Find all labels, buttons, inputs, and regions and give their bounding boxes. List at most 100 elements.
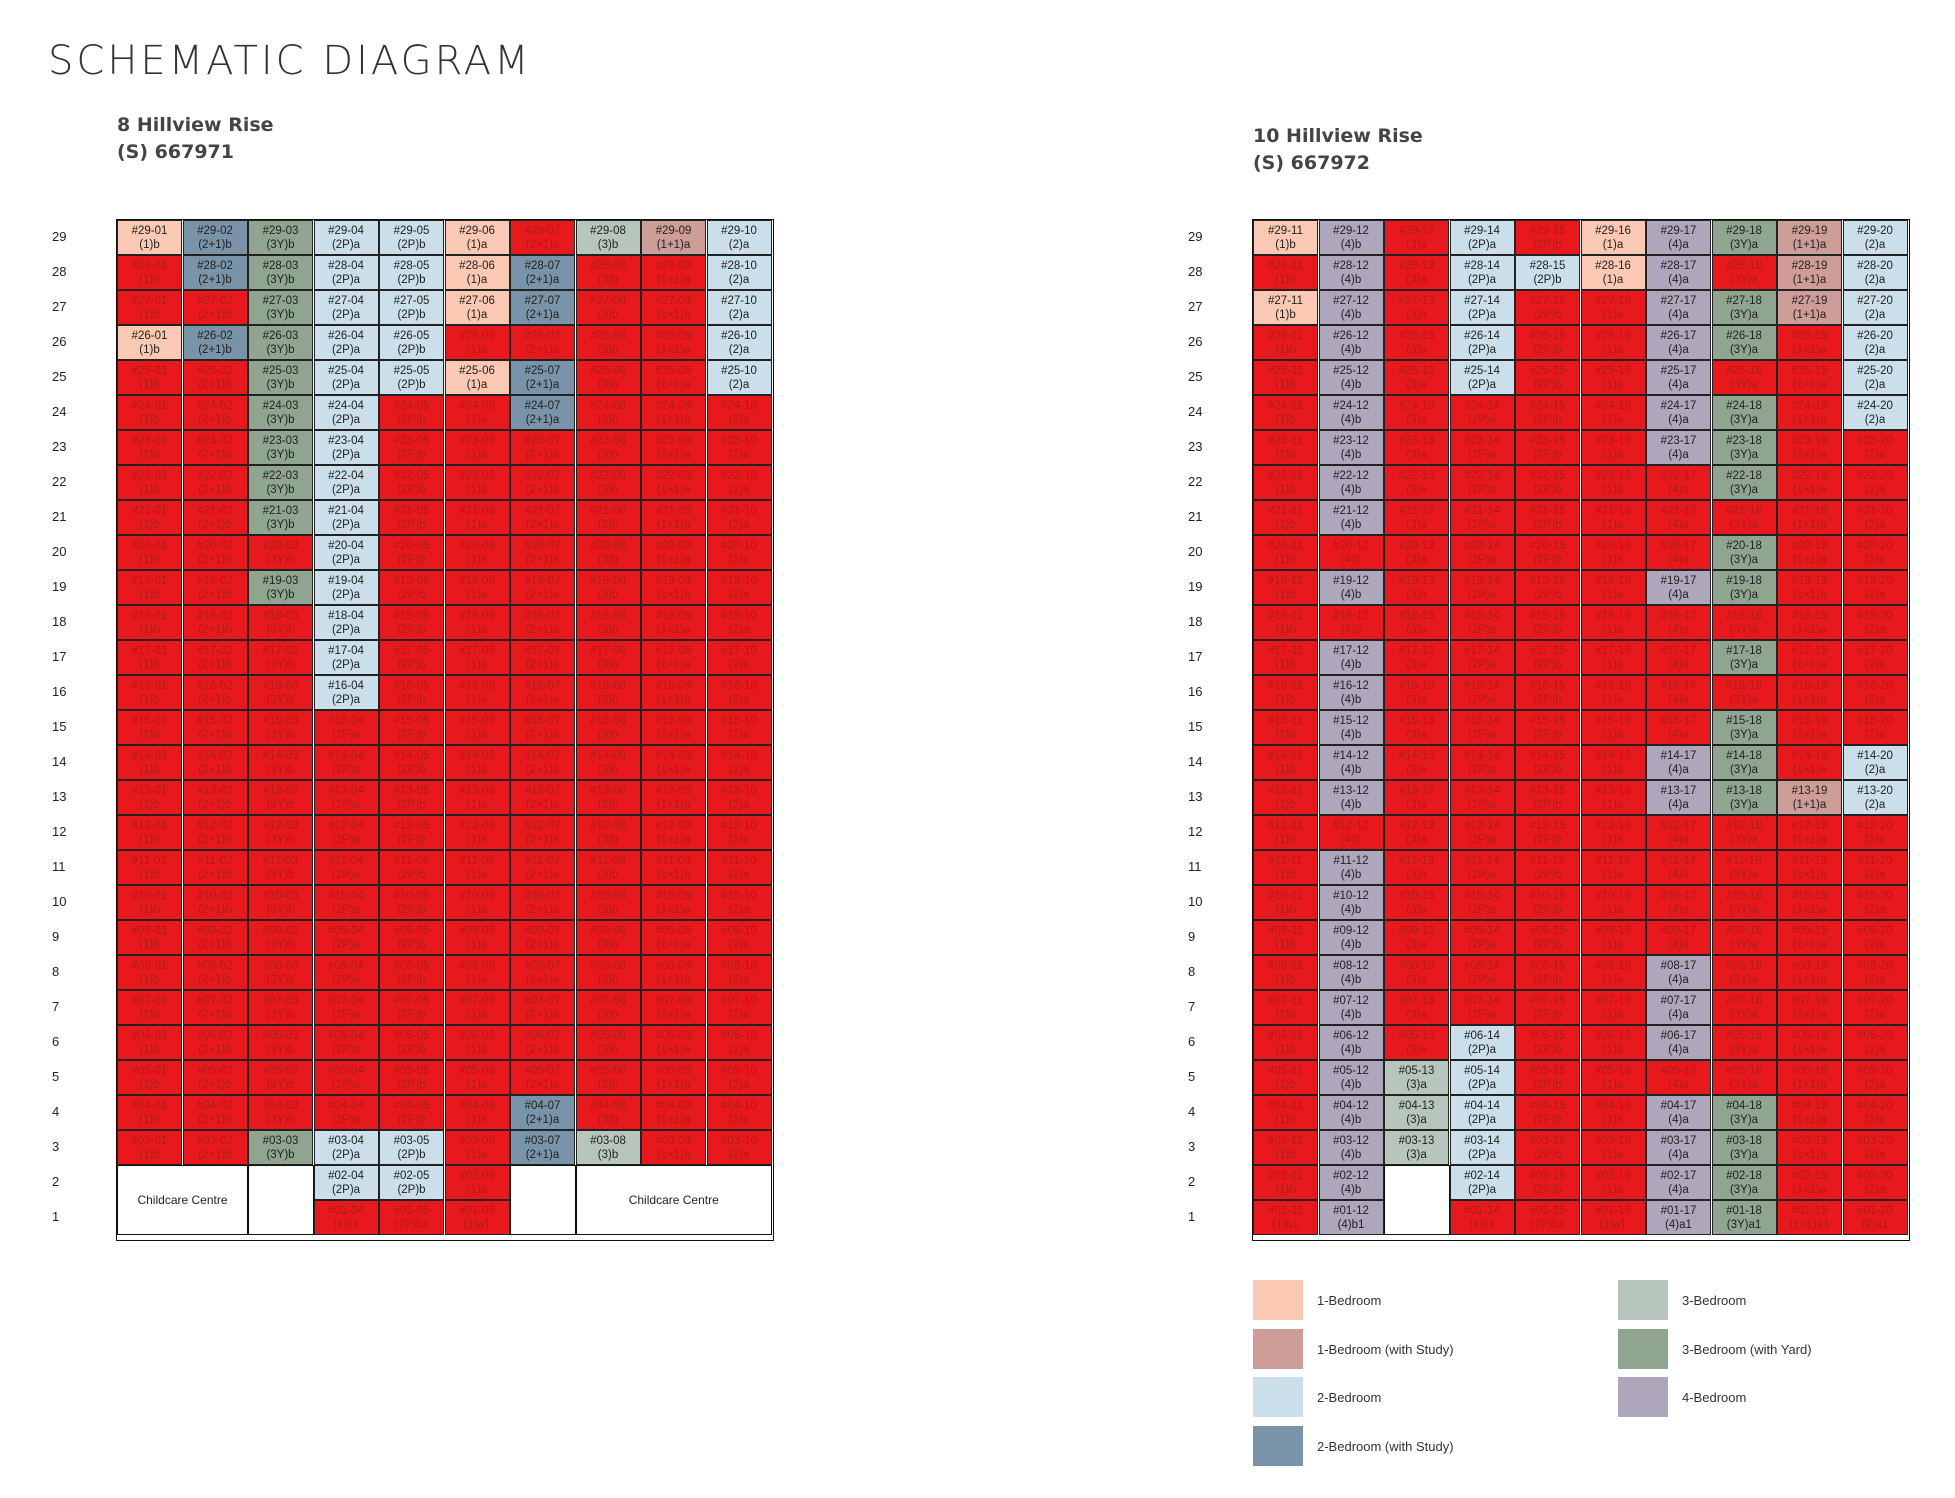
unit-cell[interactable]: #28-20 (2)a — [1842, 255, 1908, 290]
unit-cell[interactable]: #09-10 (2)a — [706, 920, 772, 955]
unit-cell[interactable]: #22-13 (3)a — [1384, 465, 1449, 500]
unit-cell[interactable]: #12-13 (3)a — [1384, 815, 1449, 850]
unit-cell[interactable]: #27-16 (1)a — [1580, 290, 1646, 325]
unit-cell[interactable]: #11-14 (2P)a — [1449, 850, 1515, 885]
unit-cell[interactable]: #04-14 (2P)a — [1449, 1095, 1515, 1130]
unit-cell[interactable]: #12-11 (1)b — [1253, 815, 1318, 850]
unit-cell[interactable]: #21-11 (1)b — [1253, 500, 1318, 535]
unit-cell[interactable]: #28-14 (2P)a — [1449, 255, 1515, 290]
unit-cell[interactable]: #22-01 (1)b — [117, 465, 182, 500]
unit-cell[interactable]: #13-07 (2+1)a — [510, 780, 575, 815]
unit-cell[interactable]: #21-03 (3Y)b — [248, 500, 313, 535]
unit-cell[interactable]: #23-11 (1)b — [1253, 430, 1318, 465]
unit-cell[interactable]: #26-03 (3Y)b — [248, 325, 313, 360]
unit-cell[interactable]: #22-05 (2P)b — [379, 465, 444, 500]
unit-cell[interactable]: #21-17 (4)a — [1646, 500, 1711, 535]
unit-cell[interactable]: #01-05 (2P)b1 — [379, 1200, 444, 1235]
unit-cell[interactable]: #13-18 (3Y)a — [1711, 780, 1777, 815]
unit-cell[interactable]: #24-10 (2)a — [706, 395, 772, 430]
unit-cell[interactable]: #01-19 (1+1)a1 — [1777, 1200, 1842, 1235]
unit-cell[interactable]: #12-19 (1+1)a — [1777, 815, 1842, 850]
unit-cell[interactable]: #09-09 (1+1)a — [641, 920, 706, 955]
unit-cell[interactable]: #16-18 (3Y)a — [1711, 675, 1777, 710]
unit-cell[interactable]: #23-14 (2P)a — [1449, 430, 1515, 465]
unit-cell[interactable]: #07-17 (4)a — [1646, 990, 1711, 1025]
unit-cell[interactable]: #14-11 (1)b — [1253, 745, 1318, 780]
unit-cell[interactable]: #04-03 (3Y)b — [248, 1095, 313, 1130]
unit-cell[interactable]: #18-02 (2+1)b — [182, 605, 248, 640]
unit-cell[interactable]: #22-16 (1)a — [1580, 465, 1646, 500]
unit-cell[interactable]: #22-02 (2+1)b — [182, 465, 248, 500]
unit-cell[interactable]: #18-18 (3Y)a — [1711, 605, 1777, 640]
unit-cell[interactable]: #26-20 (2)a — [1842, 325, 1908, 360]
unit-cell[interactable]: #27-18 (3Y)a — [1711, 290, 1777, 325]
unit-cell[interactable]: #01-17 (4)a1 — [1646, 1200, 1711, 1235]
unit-cell[interactable]: #04-07 (2+1)a — [510, 1095, 575, 1130]
unit-cell[interactable]: #03-05 (2P)b — [379, 1130, 444, 1165]
unit-cell[interactable]: #28-13 (3)a — [1384, 255, 1449, 290]
unit-cell[interactable]: #03-06 (1)a — [444, 1130, 510, 1165]
unit-cell[interactable]: #11-20 (2)a — [1842, 850, 1908, 885]
unit-cell[interactable]: #28-11 (1)b — [1253, 255, 1318, 290]
unit-cell[interactable]: #17-15 (2P)b — [1515, 640, 1580, 675]
unit-cell[interactable]: #18-12 (4)b — [1318, 605, 1384, 640]
unit-cell[interactable]: #08-20 (2)a — [1842, 955, 1908, 990]
unit-cell[interactable]: #24-06 (1)a — [444, 395, 510, 430]
unit-cell[interactable]: #21-13 (3)a — [1384, 500, 1449, 535]
unit-cell[interactable]: #15-20 (2)a — [1842, 710, 1908, 745]
unit-cell[interactable]: #26-14 (2P)a — [1449, 325, 1515, 360]
unit-cell[interactable]: #14-13 (3)a — [1384, 745, 1449, 780]
unit-cell[interactable]: #14-14 (2P)a — [1449, 745, 1515, 780]
unit-cell[interactable]: #14-18 (3Y)a — [1711, 745, 1777, 780]
unit-cell[interactable]: #21-15 (2P)b — [1515, 500, 1580, 535]
unit-cell[interactable]: #12-03 (3Y)b — [248, 815, 313, 850]
unit-cell[interactable]: #25-14 (2P)a — [1449, 360, 1515, 395]
unit-cell[interactable]: #20-06 (1)a — [444, 535, 510, 570]
unit-cell[interactable]: #24-19 (1+1)a — [1777, 395, 1842, 430]
unit-cell[interactable]: #03-10 (2)a — [706, 1130, 772, 1165]
unit-cell[interactable]: #14-17 (4)a — [1646, 745, 1711, 780]
unit-cell[interactable]: #17-05 (2P)b — [379, 640, 444, 675]
unit-cell[interactable]: #02-17 (4)a — [1646, 1165, 1711, 1200]
unit-cell[interactable]: #06-11 (1)b — [1253, 1025, 1318, 1060]
unit-cell[interactable]: #03-11 (1)b — [1253, 1130, 1318, 1165]
unit-cell[interactable]: #08-16 (1)a — [1580, 955, 1646, 990]
unit-cell[interactable]: #23-15 (2P)b — [1515, 430, 1580, 465]
unit-cell[interactable]: #23-17 (4)a — [1646, 430, 1711, 465]
unit-cell[interactable]: #24-01 (1)b — [117, 395, 182, 430]
unit-cell[interactable]: #02-04 (2P)a — [313, 1165, 379, 1200]
unit-cell[interactable]: #06-01 (1)b — [117, 1025, 182, 1060]
unit-cell[interactable]: #13-03 (3Y)b — [248, 780, 313, 815]
unit-cell[interactable]: #27-01 (1)b — [117, 290, 182, 325]
unit-cell[interactable]: #01-04 (1)c1 — [313, 1200, 379, 1235]
unit-cell[interactable]: #04-11 (1)b — [1253, 1095, 1318, 1130]
unit-cell[interactable]: #27-13 (3)a — [1384, 290, 1449, 325]
unit-cell[interactable]: #19-01 (1)b — [117, 570, 182, 605]
unit-cell[interactable]: #02-12 (4)b — [1318, 1165, 1384, 1200]
unit-cell[interactable]: #23-05 (2P)b — [379, 430, 444, 465]
unit-cell[interactable]: #22-07 (2+1)a — [510, 465, 575, 500]
unit-cell[interactable]: #10-01 (1)b — [117, 885, 182, 920]
unit-cell[interactable]: #12-02 (2+1)b — [182, 815, 248, 850]
unit-cell[interactable]: #08-10 (2)a — [706, 955, 772, 990]
unit-cell[interactable]: #20-10 (2)a — [706, 535, 772, 570]
unit-cell[interactable]: #08-11 (1)b — [1253, 955, 1318, 990]
unit-cell[interactable]: #01-20 (2)a1 — [1842, 1200, 1908, 1235]
unit-cell[interactable]: #26-16 (1)a — [1580, 325, 1646, 360]
unit-cell[interactable]: #18-09 (1+1)a — [641, 605, 706, 640]
unit-cell[interactable]: #06-06 (1)a — [444, 1025, 510, 1060]
unit-cell[interactable]: #28-06 (1)a — [444, 255, 510, 290]
unit-cell[interactable]: #14-19 (1+1)a — [1777, 745, 1842, 780]
unit-cell[interactable]: #23-04 (2P)a — [313, 430, 379, 465]
unit-cell[interactable]: #17-12 (4)b — [1318, 640, 1384, 675]
unit-cell[interactable]: #29-19 (1+1)a — [1777, 220, 1842, 255]
unit-cell[interactable]: #07-18 (3Y)a — [1711, 990, 1777, 1025]
unit-cell[interactable]: #05-09 (1+1)a — [641, 1060, 706, 1095]
unit-cell[interactable]: #21-12 (4)b — [1318, 500, 1384, 535]
unit-cell[interactable]: #23-10 (2)a — [706, 430, 772, 465]
unit-cell[interactable]: #14-05 (2P)b — [379, 745, 444, 780]
unit-cell[interactable]: #12-14 (2P)a — [1449, 815, 1515, 850]
unit-cell[interactable]: #24-12 (4)b — [1318, 395, 1384, 430]
unit-cell[interactable]: #18-15 (2P)b — [1515, 605, 1580, 640]
unit-cell[interactable]: #24-18 (3Y)a — [1711, 395, 1777, 430]
